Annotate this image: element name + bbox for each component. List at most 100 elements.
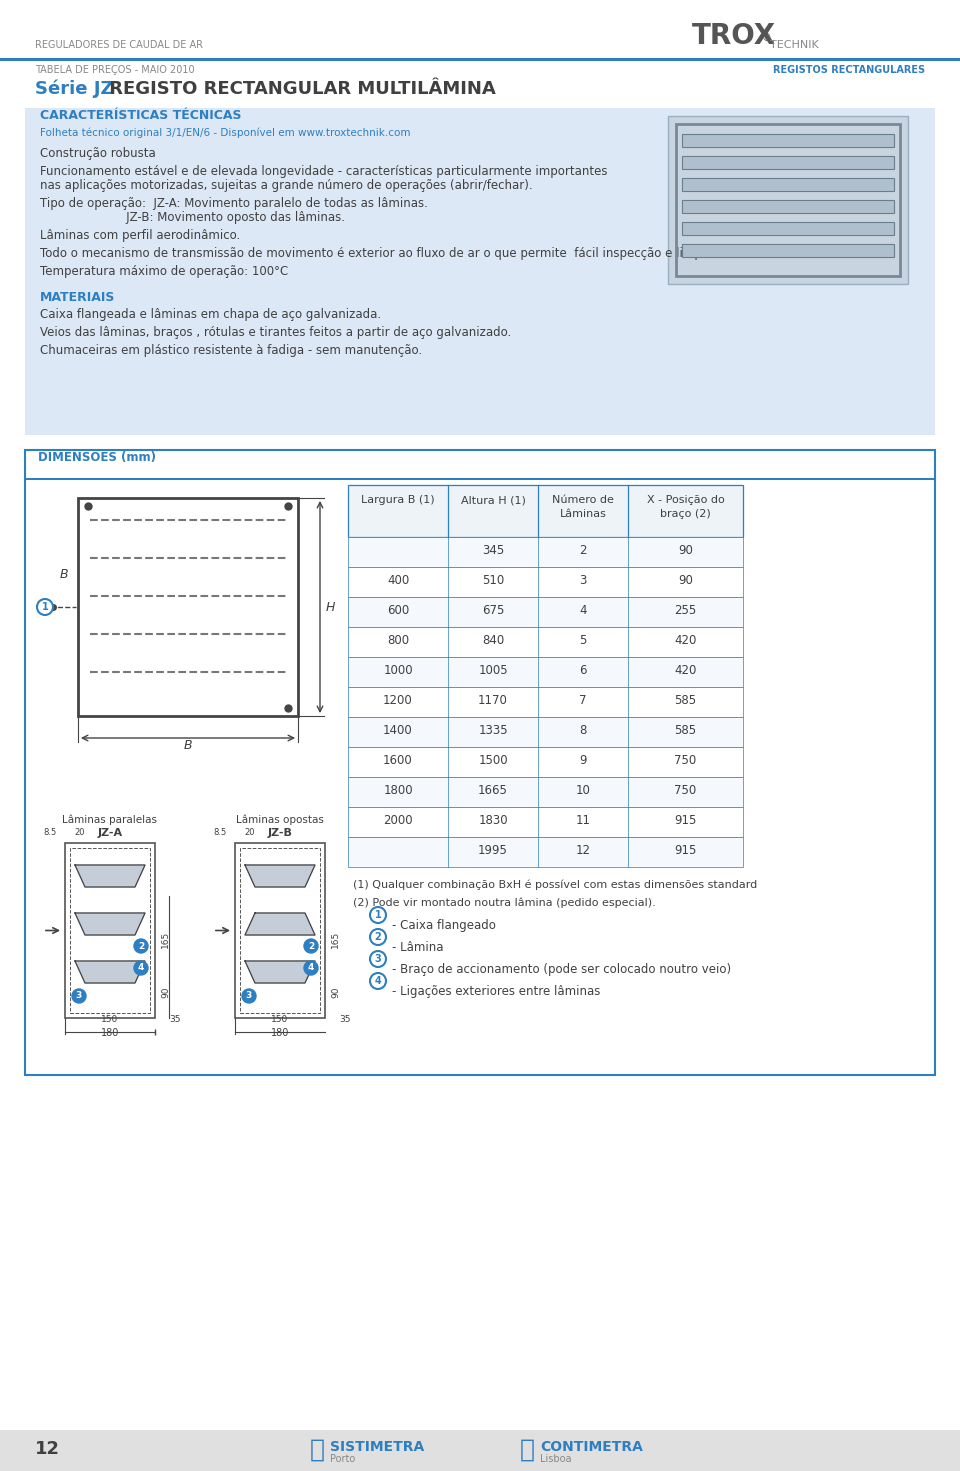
Bar — [348, 597, 743, 627]
Circle shape — [370, 950, 386, 966]
Text: Lâminas paralelas: Lâminas paralelas — [62, 815, 157, 825]
Polygon shape — [245, 913, 315, 936]
Circle shape — [72, 989, 86, 1003]
Text: Lâminas com perfil aerodinâmico.: Lâminas com perfil aerodinâmico. — [40, 229, 240, 243]
Text: 180: 180 — [101, 1028, 119, 1039]
Text: B: B — [60, 568, 68, 581]
Text: REGISTOS RECTANGULARES: REGISTOS RECTANGULARES — [773, 65, 925, 75]
Bar — [25, 450, 935, 1075]
Text: (2) Pode vir montado noutra lâmina (pedido especial).: (2) Pode vir montado noutra lâmina (pedi… — [353, 897, 656, 908]
Text: 2: 2 — [579, 544, 587, 558]
Bar — [682, 222, 894, 235]
Bar — [348, 837, 743, 866]
Text: - Ligações exteriores entre lâminas: - Ligações exteriores entre lâminas — [392, 986, 600, 997]
Text: Construção robusta: Construção robusta — [40, 147, 156, 160]
Text: X - Posição do
braço (2): X - Posição do braço (2) — [647, 496, 725, 519]
Text: 7: 7 — [579, 694, 587, 708]
Text: 1335: 1335 — [478, 724, 508, 737]
Text: 165: 165 — [161, 931, 170, 947]
Text: 3: 3 — [76, 991, 83, 1000]
Text: 4: 4 — [308, 964, 314, 972]
Text: - Caixa flangeado: - Caixa flangeado — [392, 919, 496, 933]
Text: 510: 510 — [482, 574, 504, 587]
Text: Porto: Porto — [330, 1453, 355, 1464]
Text: (1) Qualquer combinação BxH é possível com estas dimensões standard: (1) Qualquer combinação BxH é possível c… — [353, 880, 757, 890]
Polygon shape — [75, 865, 145, 887]
Bar — [682, 156, 894, 169]
Text: 8: 8 — [579, 724, 587, 737]
Text: 1830: 1830 — [478, 813, 508, 827]
Text: 675: 675 — [482, 605, 504, 616]
Circle shape — [370, 930, 386, 944]
Text: 5: 5 — [579, 634, 587, 647]
Text: Tipo de operação:  JZ-A: Movimento paralelo de todas as lâminas.: Tipo de operação: JZ-A: Movimento parale… — [40, 197, 428, 210]
Text: 420: 420 — [674, 663, 697, 677]
Text: 2: 2 — [308, 941, 314, 950]
Text: 585: 585 — [675, 694, 697, 708]
Bar — [25, 107, 935, 435]
Text: DIMENSÕES (mm): DIMENSÕES (mm) — [38, 452, 156, 463]
Text: 150: 150 — [272, 1015, 289, 1024]
Text: REGULADORES DE CAUDAL DE AR: REGULADORES DE CAUDAL DE AR — [35, 40, 203, 50]
Text: 1200: 1200 — [383, 694, 413, 708]
Bar — [348, 627, 743, 658]
Circle shape — [242, 989, 256, 1003]
Bar — [348, 658, 743, 687]
Text: CONTIMETRA: CONTIMETRA — [540, 1440, 643, 1453]
Polygon shape — [245, 961, 315, 983]
Text: 12: 12 — [575, 844, 590, 858]
Text: H: H — [326, 600, 335, 613]
Text: 35: 35 — [169, 1015, 180, 1024]
Text: 2: 2 — [138, 941, 144, 950]
Text: MATERIAIS: MATERIAIS — [40, 291, 115, 304]
Circle shape — [370, 972, 386, 989]
Text: Altura H (1): Altura H (1) — [461, 496, 525, 505]
Text: 35: 35 — [339, 1015, 350, 1024]
Text: 1500: 1500 — [478, 755, 508, 766]
Text: 3: 3 — [579, 574, 587, 587]
Text: 11: 11 — [575, 813, 590, 827]
Text: 4: 4 — [374, 975, 381, 986]
Text: Temperatura máximo de operação: 100°C: Temperatura máximo de operação: 100°C — [40, 265, 288, 278]
Text: 255: 255 — [674, 605, 697, 616]
Circle shape — [304, 961, 318, 975]
Text: 20: 20 — [75, 828, 85, 837]
Text: 1665: 1665 — [478, 784, 508, 797]
Text: JZ-B: JZ-B — [268, 828, 293, 838]
Text: 1005: 1005 — [478, 663, 508, 677]
Text: 3: 3 — [246, 991, 252, 1000]
Text: Ⓜ: Ⓜ — [520, 1439, 535, 1462]
Text: Todo o mecanismo de transmissão de movimento é exterior ao fluxo de ar o que per: Todo o mecanismo de transmissão de movim… — [40, 247, 727, 260]
Text: 12: 12 — [35, 1440, 60, 1458]
Text: 180: 180 — [271, 1028, 289, 1039]
Text: 1000: 1000 — [383, 663, 413, 677]
Text: 6: 6 — [579, 663, 587, 677]
Text: nas aplicações motorizadas, sujeitas a grande número de operações (abrir/fechar): nas aplicações motorizadas, sujeitas a g… — [40, 179, 533, 193]
Text: Folheta técnico original 3/1/EN/6 - Disponível em www.troxtechnik.com: Folheta técnico original 3/1/EN/6 - Disp… — [40, 128, 411, 138]
Text: Caixa flangeada e lâminas em chapa de aço galvanizada.: Caixa flangeada e lâminas em chapa de aç… — [40, 307, 381, 321]
Circle shape — [304, 938, 318, 953]
Bar — [0, 0, 960, 60]
Bar — [682, 178, 894, 191]
Bar — [348, 808, 743, 837]
Circle shape — [37, 599, 53, 615]
Circle shape — [134, 938, 148, 953]
Text: TABELA DE PREÇOS - MAIO 2010: TABELA DE PREÇOS - MAIO 2010 — [35, 65, 195, 75]
Text: 1800: 1800 — [383, 784, 413, 797]
Polygon shape — [75, 961, 145, 983]
Text: 585: 585 — [675, 724, 697, 737]
Text: 3: 3 — [374, 955, 381, 964]
Text: 915: 915 — [674, 813, 697, 827]
Bar — [348, 747, 743, 777]
Text: 1: 1 — [374, 911, 381, 919]
Bar — [682, 244, 894, 257]
Bar — [348, 716, 743, 747]
Text: Largura B (1): Largura B (1) — [361, 496, 435, 505]
Text: 8.5: 8.5 — [214, 828, 227, 837]
Text: 8.5: 8.5 — [44, 828, 57, 837]
Text: 10: 10 — [576, 784, 590, 797]
Text: 90: 90 — [331, 986, 340, 997]
Bar — [70, 847, 150, 1014]
Bar — [240, 847, 320, 1014]
Text: JZ-B: Movimento oposto das lâminas.: JZ-B: Movimento oposto das lâminas. — [40, 210, 345, 224]
